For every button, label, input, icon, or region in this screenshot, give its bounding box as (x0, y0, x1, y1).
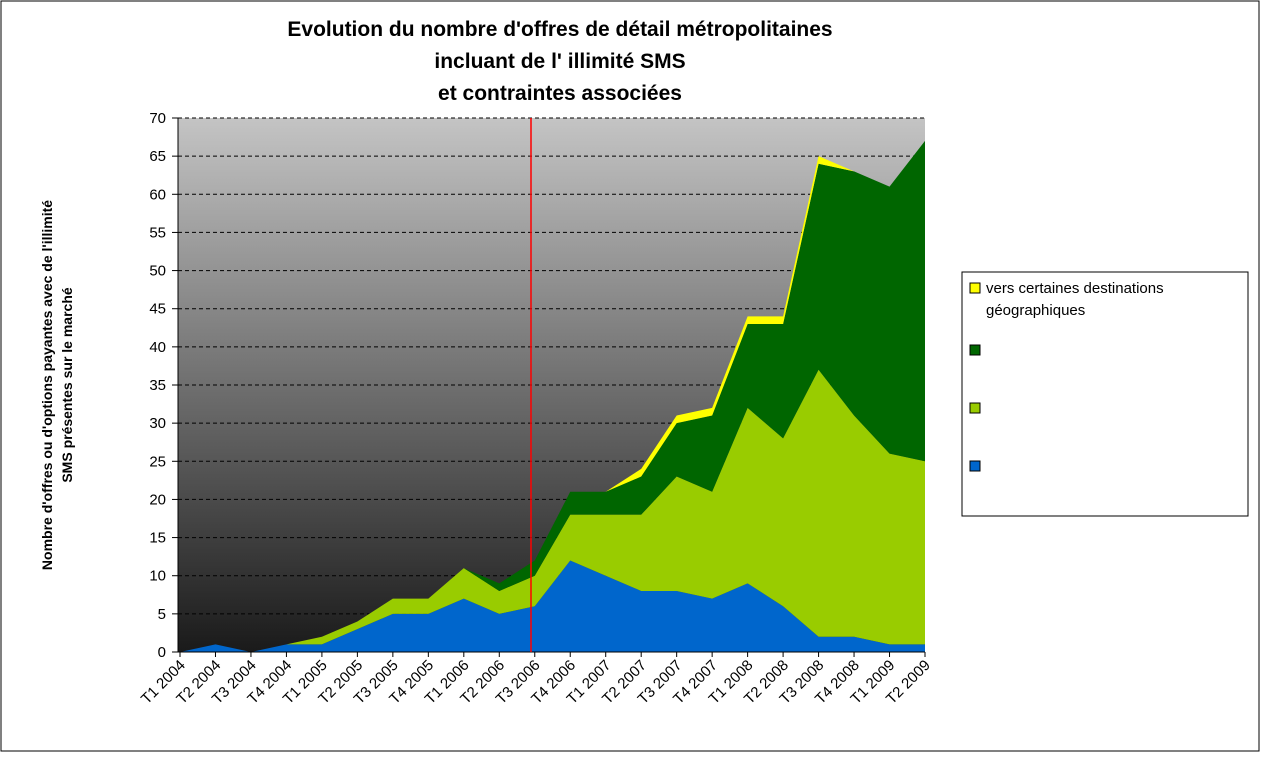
y-tick-label: 50 (149, 263, 166, 280)
title-line: Evolution du nombre d'offres de détail m… (287, 18, 832, 41)
y-tick-label: 25 (149, 453, 166, 470)
legend-swatch (969, 282, 981, 294)
y-tick-label: 70 (149, 110, 166, 127)
y-tick-label: 15 (149, 530, 166, 547)
y-tick-label: 5 (158, 606, 166, 623)
y-tick-label: 55 (149, 224, 166, 241)
y-tick-label: 35 (149, 377, 166, 394)
legend-swatch (969, 344, 981, 356)
y-tick-label: 0 (158, 644, 166, 661)
y-axis-label: SMS présentes sur le marché (59, 287, 75, 483)
y-tick-label: 40 (149, 339, 166, 356)
legend-line: vers certaines destinations (986, 280, 1164, 297)
area (180, 560, 925, 652)
legend-swatch (969, 460, 981, 472)
y-tick-label: 65 (149, 148, 166, 165)
y-tick-label: 20 (149, 491, 166, 508)
area (180, 140, 925, 652)
legend (961, 271, 1249, 517)
title-line: incluant de l' illimité SMS (434, 50, 685, 73)
title-line: et contraintes associées (438, 82, 682, 105)
y-tick-label: 10 (149, 568, 166, 585)
legend-line: géographiques (986, 302, 1085, 319)
y-tick-label: 30 (149, 415, 166, 432)
legend-swatch (969, 402, 981, 414)
area (180, 369, 925, 652)
y-tick-label: 45 (149, 301, 166, 318)
y-tick-label: 60 (149, 186, 166, 203)
y-axis-label: Nombre d'offres ou d'options payantes av… (39, 200, 55, 570)
legend-label: vers certaines destinations géographiques (986, 280, 1164, 319)
